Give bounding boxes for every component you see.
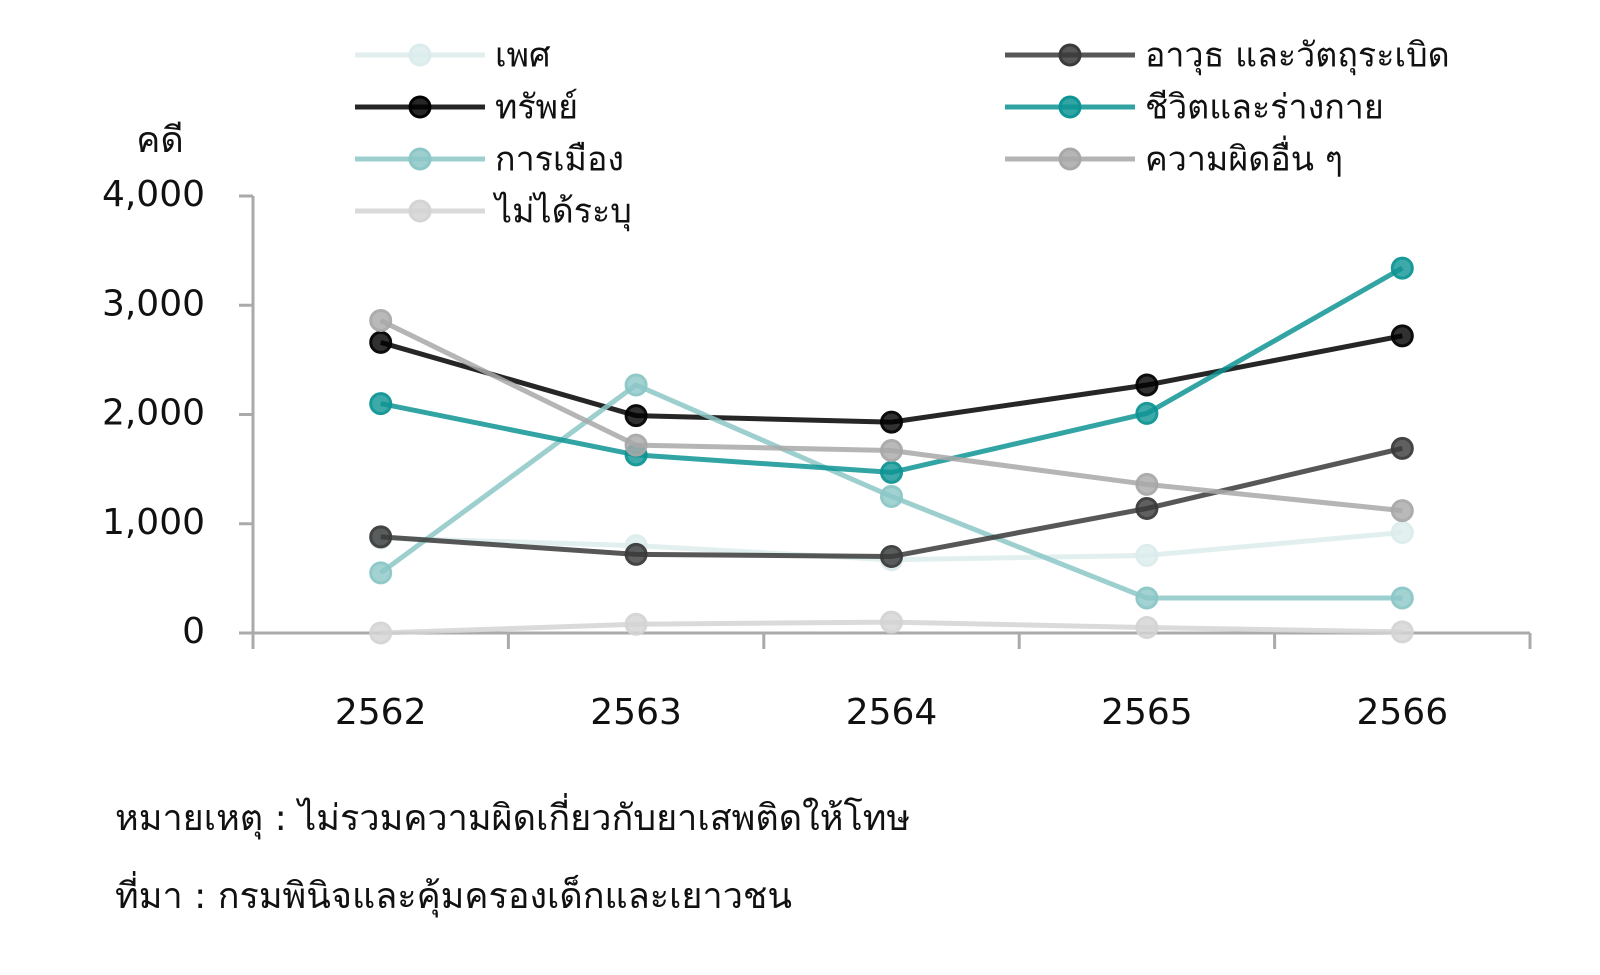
- point: [1390, 256, 1414, 280]
- x-tick-label: 2562: [335, 692, 427, 733]
- point: [1390, 586, 1414, 610]
- point: [1390, 499, 1414, 523]
- y-tick-label: 2,000: [102, 393, 205, 434]
- y-tick-label: 1,000: [102, 502, 205, 543]
- point: [1390, 324, 1414, 348]
- point: [624, 612, 648, 636]
- legend-marker: [1058, 147, 1082, 171]
- legend-marker: [408, 199, 432, 223]
- point: [1135, 472, 1159, 496]
- y-tick-label: 0: [182, 611, 205, 652]
- point: [624, 542, 648, 566]
- legend-label: อาวุธ และวัตถุระเบิด: [1145, 36, 1450, 76]
- legend-label: ชีวิตและร่างกาย: [1145, 88, 1384, 128]
- point: [880, 439, 903, 463]
- series-line: [380, 333, 1403, 425]
- point: [369, 392, 393, 416]
- point: [1135, 586, 1159, 610]
- note: หมายเหตุ : ไม่รวมความผิดเกี่ยวกับยาเสพติ…: [115, 793, 910, 840]
- point: [880, 610, 903, 634]
- legend-marker: [408, 95, 432, 119]
- point: [880, 545, 903, 569]
- point: [1135, 496, 1159, 520]
- point: [369, 309, 393, 333]
- legend-label: การเมือง: [495, 140, 624, 180]
- point: [369, 525, 393, 549]
- point: [369, 561, 393, 585]
- point: [1390, 436, 1414, 460]
- point: [1135, 616, 1159, 640]
- point: [624, 404, 648, 428]
- legend-label: ไม่ได้ระบุ: [492, 192, 632, 232]
- point: [369, 330, 393, 354]
- point: [1135, 373, 1159, 397]
- point: [369, 621, 393, 645]
- x-tick-label: 2564: [846, 692, 938, 733]
- note: ที่มา : กรมพินิจและคุ้มครองเด็กและเยาวชน: [115, 871, 792, 918]
- legend-marker: [408, 147, 432, 171]
- legend-label: ความผิดอื่น ๆ: [1145, 136, 1343, 180]
- point: [880, 484, 903, 508]
- x-tick-label: 2563: [590, 692, 682, 733]
- y-axis-title: คดี: [136, 120, 183, 161]
- x-tick-label: 2566: [1356, 692, 1448, 733]
- x-tick-label: 2565: [1101, 692, 1193, 733]
- point: [1135, 401, 1159, 425]
- point: [1135, 543, 1159, 567]
- point: [1390, 620, 1414, 644]
- point: [624, 373, 648, 397]
- legend-label: เพศ: [495, 36, 551, 76]
- point: [1390, 520, 1414, 544]
- point: [880, 410, 903, 434]
- point: [624, 433, 648, 457]
- point: [880, 460, 903, 484]
- y-tick-label: 3,000: [102, 283, 205, 324]
- legend-marker: [408, 43, 432, 67]
- legend-marker: [1058, 95, 1082, 119]
- legend-label: ทรัพย์: [495, 88, 578, 128]
- y-tick-label: 4,000: [102, 174, 205, 215]
- legend-marker: [1058, 43, 1082, 67]
